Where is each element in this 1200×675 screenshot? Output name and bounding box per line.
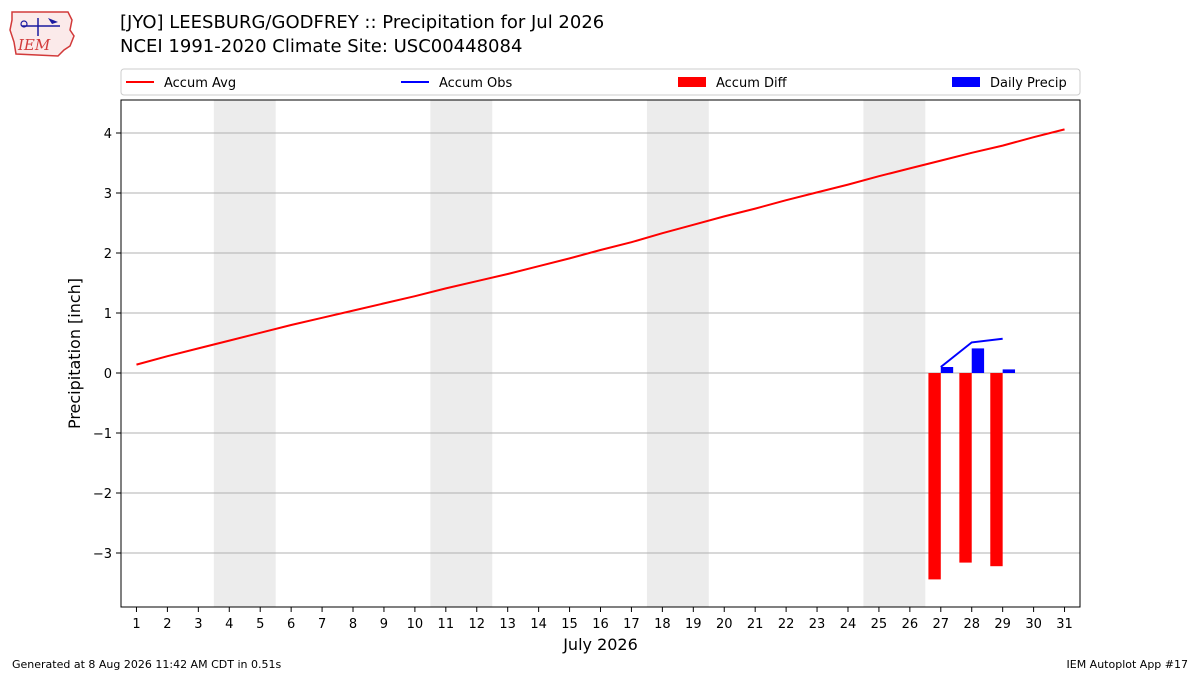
weekend-shade-1 <box>213 100 276 607</box>
legend-box <box>120 68 1081 96</box>
y-tick-label: 0 <box>104 367 112 382</box>
y-tick-label: −3 <box>93 547 112 562</box>
generated-timestamp: Generated at 8 Aug 2026 11:42 AM CDT in … <box>12 658 282 671</box>
bar-accum-diff <box>959 373 972 563</box>
x-tick-label: 12 <box>468 617 485 632</box>
legend-swatch-daily-precip <box>952 77 980 87</box>
x-tick-label: 11 <box>438 617 455 632</box>
x-tick-label: 27 <box>933 617 950 632</box>
x-tick-label: 2 <box>163 617 171 632</box>
bar-accum-diff <box>990 373 1003 567</box>
x-tick-label: 10 <box>407 617 424 632</box>
y-tick-label: −1 <box>93 427 112 442</box>
x-tick-label: 6 <box>287 617 295 632</box>
x-tick-label: 19 <box>685 617 702 632</box>
legend-label-daily-precip: Daily Precip <box>990 76 1067 91</box>
legend-label-accum-obs: Accum Obs <box>439 76 512 91</box>
weekend-shade-3 <box>646 100 709 607</box>
legend-label-accum-diff: Accum Diff <box>716 76 788 91</box>
chart-subtitle: NCEI 1991-2020 Climate Site: USC00448084 <box>120 36 523 57</box>
y-tick-label: 2 <box>104 247 112 262</box>
x-tick-label: 26 <box>902 617 919 632</box>
x-tick-label: 20 <box>716 617 733 632</box>
bar-accum-diff <box>928 373 941 580</box>
x-tick-label: 15 <box>561 617 578 632</box>
bar-daily-precip <box>940 367 954 373</box>
x-tick-label: 13 <box>499 617 516 632</box>
legend-swatch-accum-diff <box>678 77 706 87</box>
x-tick-label: 28 <box>963 617 980 632</box>
line-accum-avg <box>136 128 1065 366</box>
app-credit: IEM Autoplot App #17 <box>1066 658 1189 671</box>
x-tick-label: 21 <box>747 617 764 632</box>
x-tick-label: 4 <box>225 617 233 632</box>
bar-daily-precip <box>1002 369 1016 373</box>
bar-daily-precip <box>971 348 985 373</box>
y-tick-label: 1 <box>104 307 112 322</box>
chart-title: [JYO] LEESBURG/GODFREY :: Precipitation … <box>120 12 605 33</box>
x-axis-label: July 2026 <box>562 635 638 654</box>
x-tick-label: 9 <box>380 617 388 632</box>
x-tick-label: 17 <box>623 617 640 632</box>
x-tick-label: 8 <box>349 617 357 632</box>
weekend-shade-4 <box>863 100 926 607</box>
x-tick-label: 18 <box>654 617 671 632</box>
x-tick-label: 29 <box>994 617 1011 632</box>
x-tick-label: 16 <box>592 617 609 632</box>
x-tick-label: 3 <box>194 617 202 632</box>
x-tick-label: 30 <box>1025 617 1042 632</box>
x-tick-label: 25 <box>871 617 888 632</box>
iem-logo: IEM <box>8 6 78 58</box>
x-tick-label: 14 <box>530 617 547 632</box>
x-tick-label: 5 <box>256 617 264 632</box>
y-tick-label: −2 <box>93 487 112 502</box>
y-tick-label: 4 <box>104 127 112 142</box>
x-tick-label: 7 <box>318 617 326 632</box>
weekend-shade-2 <box>430 100 493 607</box>
y-tick-label: 3 <box>104 187 112 202</box>
legend-label-accum-avg: Accum Avg <box>164 76 236 91</box>
line-accum-obs <box>940 337 1003 368</box>
x-tick-label: 31 <box>1056 617 1073 632</box>
x-tick-label: 24 <box>840 617 857 632</box>
x-tick-label: 23 <box>809 617 826 632</box>
x-tick-label: 22 <box>778 617 795 632</box>
svg-text:IEM: IEM <box>17 36 51 54</box>
y-axis-label: Precipitation [inch] <box>65 278 84 429</box>
x-tick-label: 1 <box>132 617 140 632</box>
